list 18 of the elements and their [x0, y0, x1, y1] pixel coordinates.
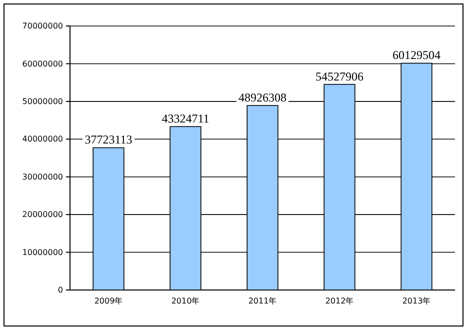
y-tick-label: 0	[58, 286, 63, 295]
x-tick-label: 2010年	[171, 296, 200, 306]
y-tick-label: 20000000	[22, 210, 63, 220]
y-tick-label: 60000000	[22, 59, 63, 68]
y-tick-label: 40000000	[22, 134, 63, 144]
y-tick-label: 50000000	[22, 96, 63, 106]
data-label: 54527906	[316, 69, 364, 84]
x-tick-label: 2013年	[402, 296, 431, 306]
data-label: 48926308	[238, 90, 286, 104]
y-tick-label: 10000000	[22, 248, 63, 257]
x-tick-label: 2009年	[94, 296, 123, 306]
data-label: 60129504	[392, 48, 440, 62]
data-label: 37723113	[84, 132, 132, 147]
y-tick-label: 30000000	[22, 172, 63, 182]
x-tick-label: 2011年	[248, 296, 277, 306]
y-tick-label: 70000000	[22, 22, 63, 31]
x-tick-label: 2012年	[325, 296, 354, 306]
data-label: 43324711	[162, 112, 210, 126]
